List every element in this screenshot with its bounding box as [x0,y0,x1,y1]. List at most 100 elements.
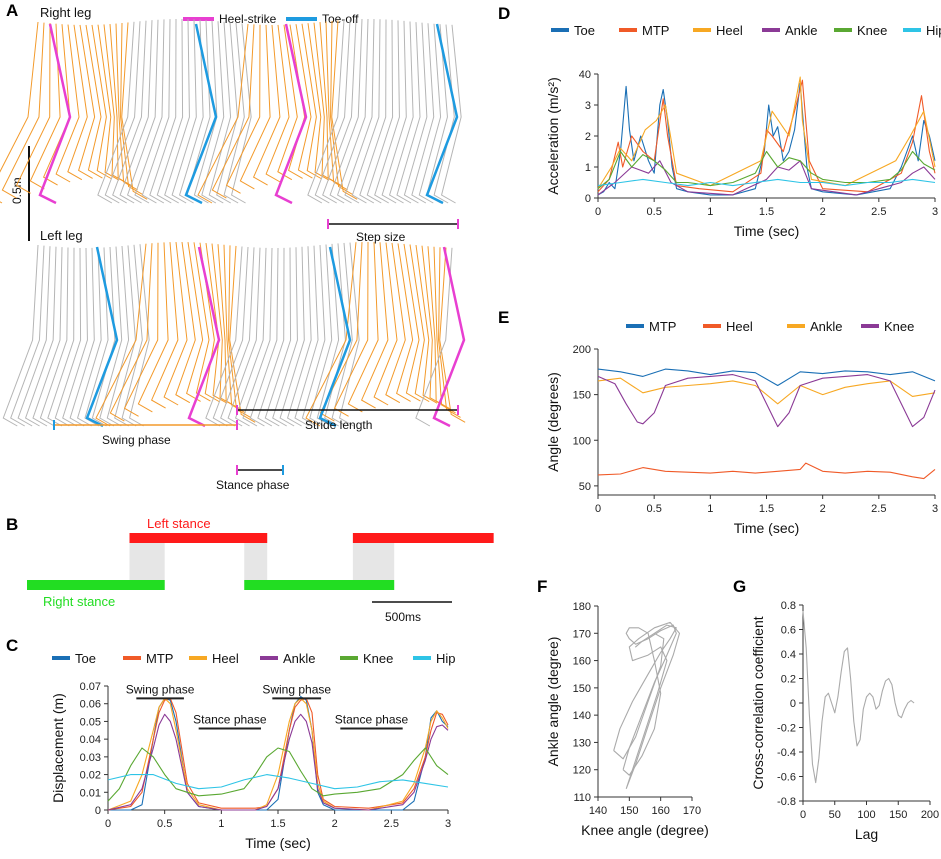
y-tick-label: 170 [573,628,591,640]
series-line-hip [597,178,936,187]
limb-stick [42,24,71,186]
legend-label-heel: Heel [212,651,239,666]
legend-label-knee: Knee [857,23,887,38]
limb-stick [415,245,438,404]
panel-label-e: E [498,308,509,327]
heel-strike-legend-label: Heel-strike [219,12,277,26]
y-tick-label: 1 [585,162,591,174]
limb-stick [286,246,312,427]
y-tick-label: 0.03 [80,752,101,764]
legend-label-mtp: MTP [642,23,669,38]
y-tick-label: -0.6 [777,772,796,784]
series-line-heel [107,697,449,811]
y-tick-label: 0.07 [80,681,101,693]
legend-label-ankle: Ankle [810,319,843,334]
x-tick-label: 1.5 [759,206,774,218]
limb-stick [216,22,238,204]
limb-stick [178,19,204,204]
limb-stick [331,242,353,427]
y-tick-label: 0.06 [80,699,101,711]
limb-stick [427,246,451,410]
limb-stick [121,244,143,427]
limb-stick [55,24,80,183]
stride-length-label: Stride length [305,418,372,432]
limb-stick [0,21,39,204]
step-size-label: Step size [356,230,406,244]
limb-stick [433,24,455,204]
limb-stick [137,242,169,413]
panel-label-b: B [6,515,18,534]
limb-stick [24,246,57,427]
limb-stick [1,22,45,199]
limb-stick [15,23,51,194]
limb-stick [149,19,177,204]
limb-stick [381,20,407,204]
limb-stick [305,242,357,427]
right-stance-bar [27,580,165,590]
y-tick-label: 2 [585,131,591,143]
left-leg-label: Left leg [40,228,83,243]
x-tick-label: 100 [857,809,875,821]
limb-stick [193,20,218,204]
series-line-mtp [597,79,936,193]
limb-stick [39,247,69,427]
x-axis-label: Knee angle (degree) [581,822,709,838]
highlight-frame [318,246,352,428]
series-line-ankle [597,377,936,405]
x-tick-label: 0 [595,206,601,218]
x-tick-label: 1 [707,503,713,515]
x-tick-label: 3 [932,206,938,218]
limb-stick [433,246,456,414]
limb-stick [242,247,273,427]
limb-stick [115,23,138,191]
y-tick-label: 110 [573,792,591,804]
limb-stick [301,23,322,180]
limb-stick [360,242,389,409]
series-line-xcorr [802,611,915,784]
limb-stick [438,247,461,418]
limb-stick [112,20,147,204]
y-tick-label: 0.05 [80,716,101,728]
limb-stick [309,244,333,427]
legend-label-heel: Heel [726,319,753,334]
y-tick-label: 150 [573,683,591,695]
limb-stick [279,246,305,427]
limb-stick [120,22,143,195]
limb-stick [264,247,292,427]
limb-stick [249,247,279,427]
limb-stick [104,21,141,204]
legend-label-ankle: Ankle [785,23,818,38]
limb-stick [91,247,116,427]
legend-label-toe: Toe [75,651,96,666]
limb-stick [338,242,360,427]
limb-stick [150,242,179,409]
left-leg-stick-figures [2,241,466,428]
limb-stick [316,243,340,427]
highlight-frame [38,23,72,205]
x-tick-label: 0.5 [647,206,662,218]
panel-label-d: D [498,4,510,23]
limb-stick [123,242,159,417]
scale-bar-label: 0.5m [10,177,24,204]
x-tick-label: 1.5 [759,503,774,515]
y-tick-label: 0 [790,698,796,710]
limb-stick [418,23,442,204]
limb-stick [409,244,430,403]
limb-stick [163,241,188,406]
limb-stick [227,247,261,427]
limb-stick [314,19,351,204]
limb-stick [201,21,225,204]
limb-stick [252,24,281,186]
highlight-frame [425,23,459,205]
limb-stick [319,242,363,422]
y-tick-label: -0.8 [777,796,796,808]
limb-stick [307,19,345,204]
limb-stick [2,244,39,427]
legend-label-hip: Hip [436,651,456,666]
y-tick-label: 200 [573,344,591,356]
limb-stick [336,18,369,204]
x-tick-label: 1 [218,818,224,830]
y-axis-label: Acceleration (m/s²) [545,77,561,194]
x-tick-label: 0 [800,809,806,821]
